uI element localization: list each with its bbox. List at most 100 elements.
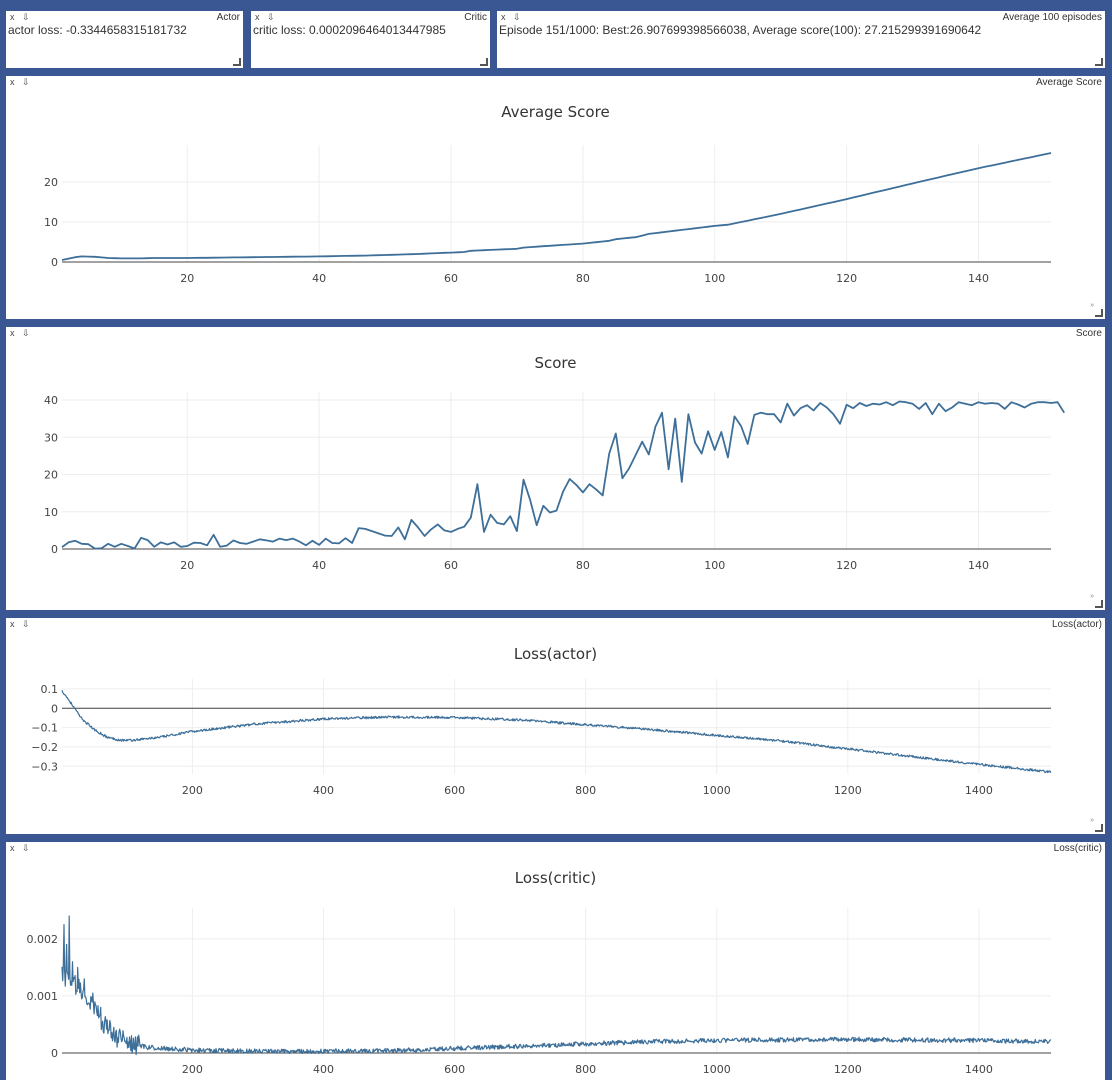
x-tick-label: 600 xyxy=(444,784,465,797)
resize-handle[interactable] xyxy=(233,58,241,66)
close-icon[interactable]: x xyxy=(10,12,15,22)
resize-handle[interactable] xyxy=(1095,309,1103,317)
x-tick-label: 40 xyxy=(312,559,326,572)
y-tick-label: 10 xyxy=(44,506,58,519)
x-tick-label: 120 xyxy=(836,272,857,285)
critic-pane: x ⇩ Critic critic loss: 0.00020964640134… xyxy=(251,11,490,68)
pane-header: x ⇩ Average 100 episodes xyxy=(497,11,1105,24)
x-tick-label: 1200 xyxy=(834,784,862,797)
loss-actor-chart[interactable]: Loss(actor) 200 400 600 800 1000 1200 1400 0.1 0 −… xyxy=(6,618,1105,834)
y-tick-label: 0.001 xyxy=(27,990,59,1003)
critic-loss-text: critic loss: 0.0002096464013447985 xyxy=(253,23,446,37)
x-tick-label: 800 xyxy=(575,784,596,797)
save-icon[interactable]: ⇩ xyxy=(22,77,30,87)
close-icon[interactable]: x xyxy=(10,77,15,87)
close-icon[interactable]: x xyxy=(10,619,15,629)
x-tick-label: 400 xyxy=(313,1063,334,1076)
pane-title: Actor xyxy=(216,12,240,23)
x-tick-label: 1400 xyxy=(965,784,993,797)
y-tick-label: 0.002 xyxy=(27,933,59,946)
x-tick-label: 80 xyxy=(576,559,590,572)
pane-title: Average Score xyxy=(1036,77,1102,88)
pane-title: Critic xyxy=(464,12,487,23)
pane-title: Loss(critic) xyxy=(1053,843,1102,854)
x-tick-label: 1000 xyxy=(703,784,731,797)
actor-pane: x ⇩ Actor actor loss: -0.334465831518173… xyxy=(6,11,243,68)
y-tick-label: 0 xyxy=(51,702,58,715)
zoom-icon[interactable]: » xyxy=(1090,593,1094,600)
x-tick-label: 140 xyxy=(968,559,989,572)
resize-handle[interactable] xyxy=(1095,58,1103,66)
average-score-pane: x ⇩ Average Score Average Score 20 40 60 80 1… xyxy=(6,76,1105,319)
x-tick-label: 100 xyxy=(704,272,725,285)
pane-header: x ⇩ Average Score xyxy=(6,76,1105,89)
x-tick-label: 600 xyxy=(444,1063,465,1076)
y-tick-label: −0.1 xyxy=(31,722,58,735)
x-tick-label: 100 xyxy=(704,559,725,572)
pane-title: Loss(actor) xyxy=(1051,619,1102,630)
x-tick-label: 120 xyxy=(836,559,857,572)
save-icon[interactable]: ⇩ xyxy=(22,328,30,338)
x-tick-label: 800 xyxy=(575,1063,596,1076)
y-tick-label: 40 xyxy=(44,394,58,407)
y-tick-label: 0 xyxy=(51,256,58,269)
close-icon[interactable]: x xyxy=(255,12,260,22)
x-tick-label: 40 xyxy=(312,272,326,285)
x-tick-label: 140 xyxy=(968,272,989,285)
y-tick-label: 20 xyxy=(44,176,58,189)
x-tick-label: 1200 xyxy=(834,1063,862,1076)
chart-title: Average Score xyxy=(501,103,609,121)
y-tick-label: 30 xyxy=(44,431,58,444)
pane-header: x ⇩ Loss(actor) xyxy=(6,618,1105,631)
x-tick-label: 80 xyxy=(576,272,590,285)
y-tick-label: 0 xyxy=(51,1047,58,1060)
y-tick-label: 10 xyxy=(44,216,58,229)
y-tick-label: 0 xyxy=(51,543,58,556)
x-tick-label: 400 xyxy=(313,784,334,797)
x-tick-label: 20 xyxy=(180,272,194,285)
pane-title: Average 100 episodes xyxy=(1002,12,1102,23)
actor-loss-text: actor loss: -0.3344658315181732 xyxy=(8,23,187,37)
x-tick-label: 200 xyxy=(182,1063,203,1076)
chart-title: Loss(critic) xyxy=(515,869,596,887)
series-line xyxy=(61,152,1052,261)
resize-handle[interactable] xyxy=(480,58,488,66)
pane-header: x ⇩ Actor xyxy=(6,11,243,24)
pane-header: x ⇩ Loss(critic) xyxy=(6,842,1105,855)
resize-handle[interactable] xyxy=(1095,824,1103,832)
x-tick-label: 1400 xyxy=(965,1063,993,1076)
x-tick-label: 200 xyxy=(182,784,203,797)
chart-title: Score xyxy=(534,354,576,372)
x-tick-label: 1000 xyxy=(703,1063,731,1076)
score-pane: x ⇩ Score Score 20 40 60 80 100 120 140 0 10 20 30 4… xyxy=(6,327,1105,610)
average-100-text: Episode 151/1000: Best:26.90769939856603… xyxy=(499,23,982,37)
close-icon[interactable]: x xyxy=(501,12,506,22)
save-icon[interactable]: ⇩ xyxy=(22,843,30,853)
close-icon[interactable]: x xyxy=(10,328,15,338)
zoom-icon[interactable]: » xyxy=(1090,817,1094,824)
series-line xyxy=(61,915,1052,1056)
y-tick-label: −0.3 xyxy=(31,760,58,773)
save-icon[interactable]: ⇩ xyxy=(513,12,521,22)
resize-handle[interactable] xyxy=(1095,600,1103,608)
save-icon[interactable]: ⇩ xyxy=(22,619,30,629)
series-line xyxy=(61,400,1065,550)
average-score-chart[interactable]: Average Score 20 40 60 80 100 120 140 0 10 20 xyxy=(6,76,1105,319)
pane-header: x ⇩ Score xyxy=(6,327,1105,340)
zoom-icon[interactable]: » xyxy=(1090,302,1094,309)
loss-critic-pane: x ⇩ Loss(critic) Loss(critic) 200 400 600 80… xyxy=(6,842,1105,1080)
loss-actor-pane: x ⇩ Loss(actor) Loss(actor) 200 400 600 800 1… xyxy=(6,618,1105,834)
series-line xyxy=(61,690,1052,774)
close-icon[interactable]: x xyxy=(10,843,15,853)
save-icon[interactable]: ⇩ xyxy=(267,12,275,22)
x-tick-label: 60 xyxy=(444,559,458,572)
x-tick-label: 60 xyxy=(444,272,458,285)
y-tick-label: 20 xyxy=(44,469,58,482)
save-icon[interactable]: ⇩ xyxy=(22,12,30,22)
loss-critic-chart[interactable]: Loss(critic) 200 400 600 800 1000 1200 1400 0 0.0… xyxy=(6,842,1105,1080)
average-100-pane: x ⇩ Average 100 episodes Episode 151/100… xyxy=(497,11,1105,68)
score-chart[interactable]: Score 20 40 60 80 100 120 140 0 10 20 30 40 xyxy=(6,327,1105,610)
chart-title: Loss(actor) xyxy=(514,645,597,663)
y-tick-label: −0.2 xyxy=(31,741,58,754)
pane-header: x ⇩ Critic xyxy=(251,11,490,24)
